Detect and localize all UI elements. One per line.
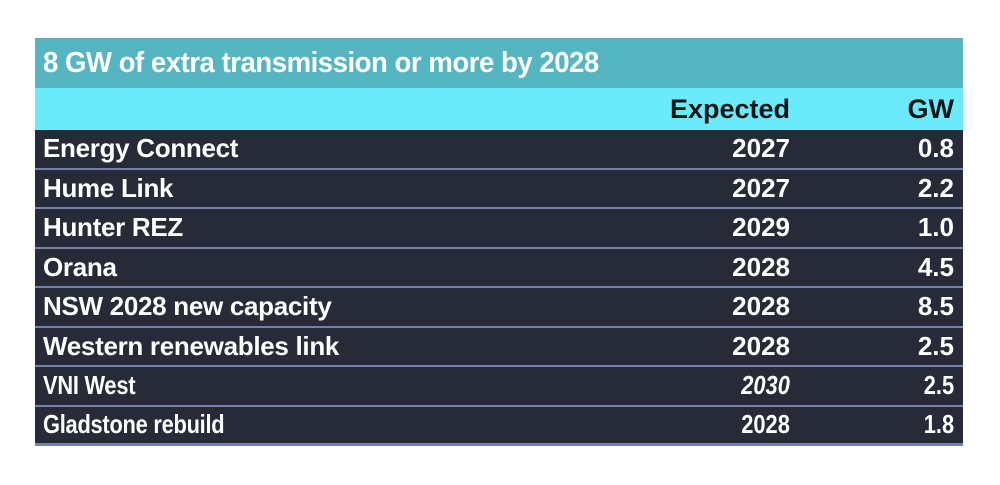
header-expected: Expected [669, 93, 790, 124]
project-name-cell: Western renewables link [43, 330, 340, 361]
table-body: Energy Connect 2027 0.8 Hume Link 2027 2… [35, 130, 963, 446]
table-title: 8 GW of extra transmission or more by 20… [43, 46, 599, 79]
gw-value-cell: 0.8 [917, 133, 954, 164]
gw-value-cell: 1.0 [917, 212, 954, 243]
table-row: VNI West 2030 2.5 [35, 367, 963, 407]
table-row: Western renewables link 2028 2.5 [35, 327, 963, 367]
transmission-table: 8 GW of extra transmission or more by 20… [35, 38, 963, 446]
gw-value-cell: 4.5 [917, 251, 954, 282]
table-row: Hume Link 2027 2.2 [35, 169, 963, 209]
table-row: NSW 2028 new capacity 2028 8.5 [35, 288, 963, 328]
expected-year-cell: 2028 [732, 330, 790, 361]
table-title-bar: 8 GW of extra transmission or more by 20… [35, 38, 963, 88]
project-name-cell: NSW 2028 new capacity [43, 291, 332, 322]
project-name-cell: VNI West [43, 370, 136, 401]
project-name-cell: Hunter REZ [43, 212, 184, 243]
expected-year-cell: 2028 [741, 409, 790, 440]
gw-value-cell: 2.5 [923, 370, 954, 401]
expected-year-cell: 2027 [732, 172, 790, 203]
expected-year-cell: 2030 [741, 370, 790, 401]
gw-value-cell: 1.8 [923, 409, 954, 440]
table-row: Orana 2028 4.5 [35, 248, 963, 288]
project-name-cell: Hume Link [43, 172, 174, 203]
gw-value-cell: 2.2 [917, 172, 954, 203]
table-header-row: Expected GW [35, 88, 963, 130]
expected-year-cell: 2028 [732, 291, 790, 322]
table-row: Gladstone rebuild 2028 1.8 [35, 406, 963, 446]
gw-value-cell: 2.5 [917, 330, 954, 361]
expected-year-cell: 2028 [732, 251, 790, 282]
expected-year-cell: 2027 [732, 133, 790, 164]
header-gw: GW [907, 93, 955, 124]
project-name-cell: Orana [43, 251, 117, 282]
project-name-cell: Energy Connect [43, 133, 239, 164]
table-row: Hunter REZ 2029 1.0 [35, 209, 963, 249]
gw-value-cell: 8.5 [917, 291, 954, 322]
expected-year-cell: 2029 [732, 212, 790, 243]
table-row: Energy Connect 2027 0.8 [35, 130, 963, 170]
project-name-cell: Gladstone rebuild [43, 409, 225, 440]
